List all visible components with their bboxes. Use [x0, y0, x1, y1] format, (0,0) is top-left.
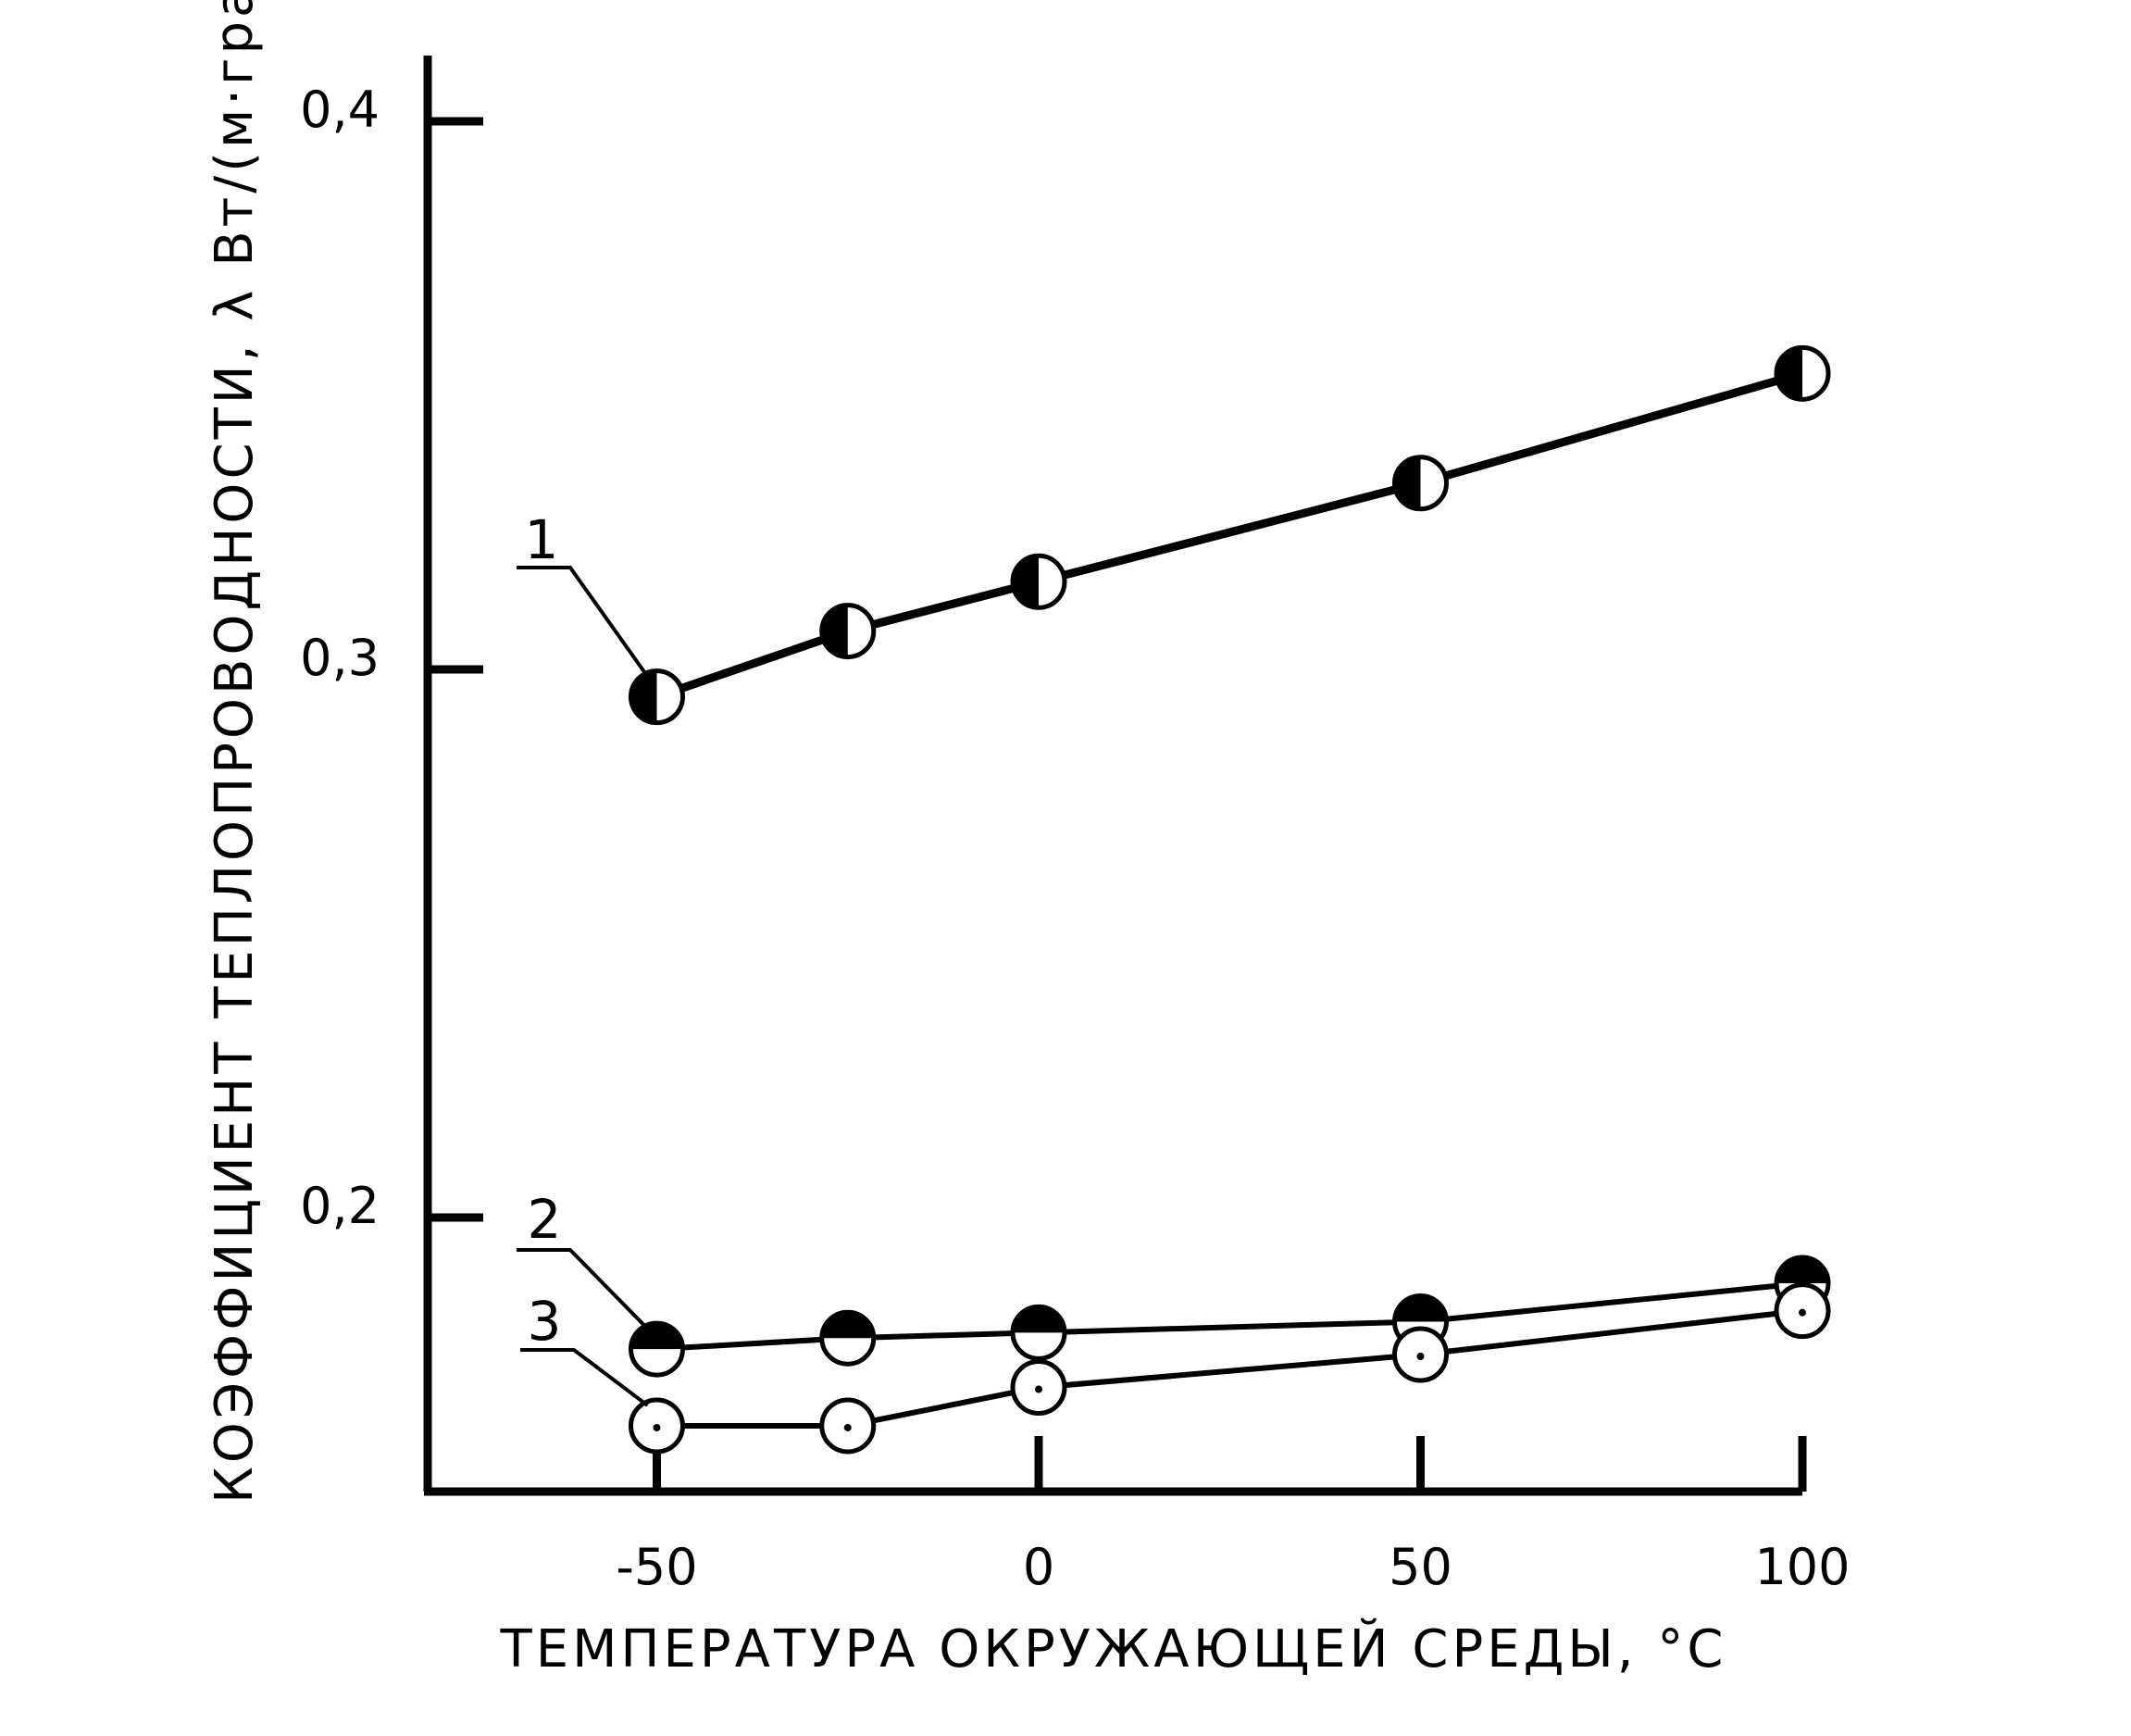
data-point — [1392, 455, 1449, 512]
curve-label-2: 2 — [517, 1188, 649, 1330]
axes — [423, 56, 1802, 1496]
x-tick-label: 100 — [1754, 1538, 1850, 1596]
curve-label-3: 3 — [520, 1290, 649, 1407]
marker-half-fill — [821, 605, 848, 657]
curve-number: 1 — [525, 508, 559, 571]
y-tick-label: 0,2 — [300, 1177, 380, 1235]
y-tick-label: 0,4 — [300, 81, 380, 139]
leader-line — [517, 1248, 649, 1330]
data-point — [819, 1309, 877, 1367]
marker-center-dot — [843, 1423, 852, 1431]
marker-half-fill — [1013, 556, 1039, 608]
ticks: 0,2 0,3 0,4 -50 0 50 100 — [300, 81, 1850, 1596]
data-point — [1010, 553, 1067, 610]
series-1 — [629, 344, 1831, 726]
x-tick-label: -50 — [616, 1538, 697, 1596]
marker-half-fill — [630, 670, 657, 723]
curve-label-1: 1 — [517, 508, 650, 678]
series-3 — [629, 1282, 1831, 1455]
data-point — [1774, 1282, 1831, 1340]
data-point — [819, 1397, 877, 1455]
x-tick-label: 0 — [1023, 1538, 1054, 1596]
data-point — [1010, 1359, 1067, 1417]
data-point — [629, 1397, 685, 1455]
data-point — [1392, 1326, 1449, 1383]
leader-line — [517, 566, 650, 678]
marker-half-fill — [1776, 347, 1803, 400]
marker-half-fill — [1394, 1295, 1447, 1322]
data-point — [629, 668, 685, 726]
y-tick-label: 0,3 — [300, 629, 380, 687]
series-2 — [629, 1255, 1831, 1378]
marker-center-dot — [653, 1423, 661, 1431]
marker-center-dot — [1799, 1308, 1806, 1317]
data-point — [629, 1320, 685, 1378]
y-axis-title: КОЭФФИЦИЕНТ ТЕПЛОПРОВОДНОСТИ, λ Вт/(м·гр… — [205, 0, 265, 1504]
marker-half-fill — [1013, 1306, 1065, 1333]
x-tick-label: 50 — [1389, 1538, 1452, 1596]
data-point — [819, 603, 877, 660]
series-layer — [629, 344, 1831, 1455]
marker-center-dot — [1416, 1353, 1425, 1361]
curve-labels: 1 2 3 — [517, 508, 650, 1407]
marker-half-fill — [1776, 1257, 1829, 1284]
data-point — [1010, 1304, 1067, 1361]
leader-line — [520, 1348, 649, 1407]
x-axis-title: ТЕМПЕРАТУРА ОКРУЖАЮЩЕЙ СРЕДЫ, °С — [500, 1618, 1727, 1680]
marker-half-fill — [630, 1323, 683, 1350]
curve-number: 3 — [528, 1290, 562, 1353]
marker-center-dot — [1035, 1385, 1042, 1393]
marker-half-fill — [1394, 456, 1421, 509]
data-point — [1774, 344, 1831, 402]
marker-half-fill — [821, 1312, 874, 1339]
curve-number: 2 — [528, 1188, 562, 1251]
